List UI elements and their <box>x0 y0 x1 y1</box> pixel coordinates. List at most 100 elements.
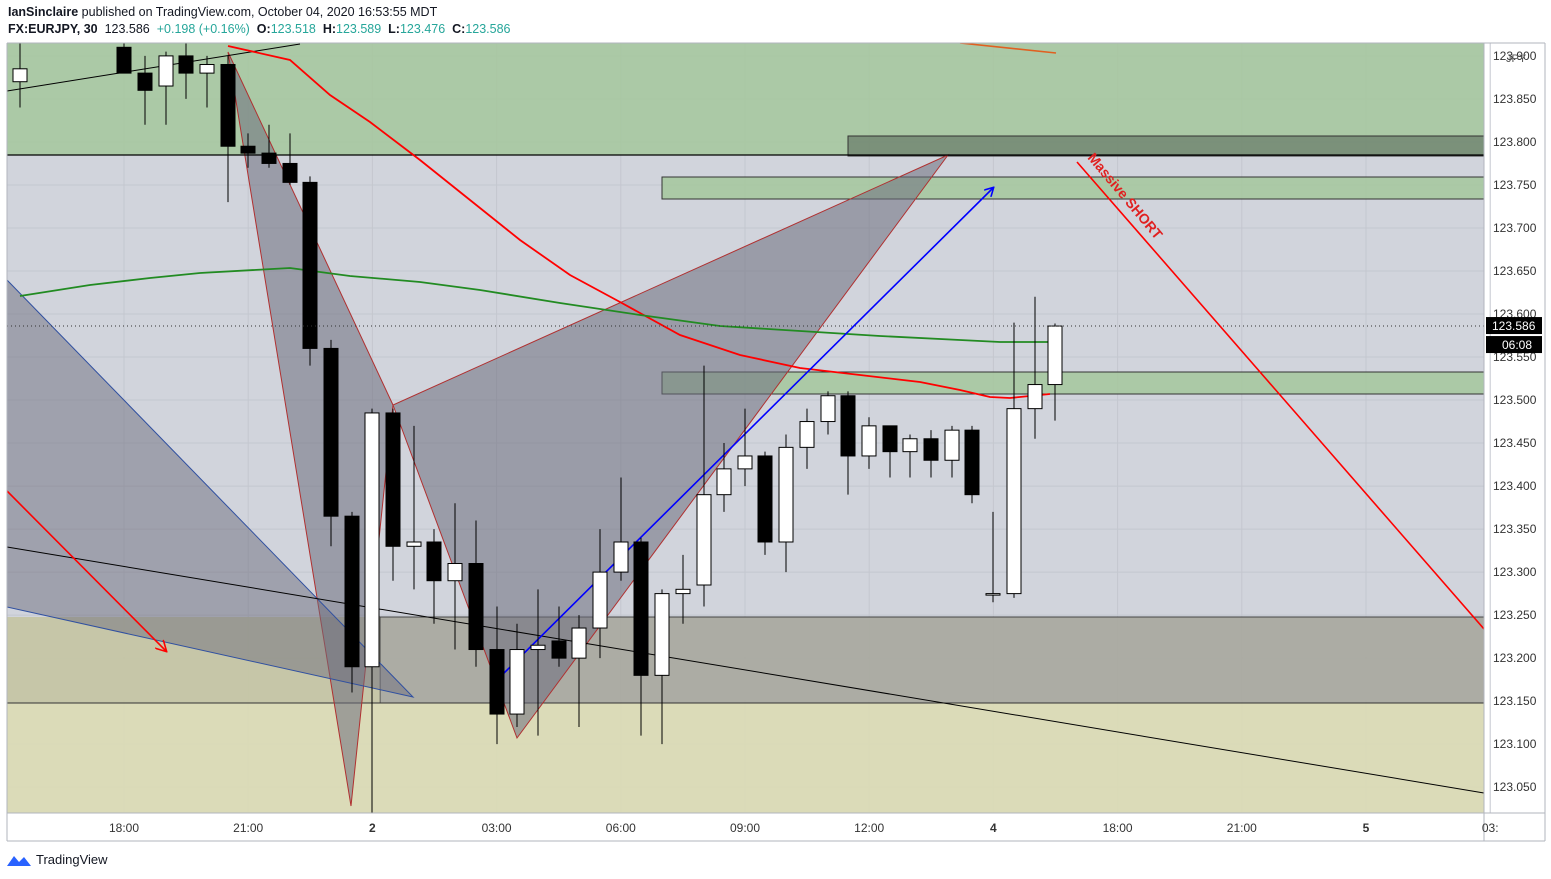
candle-body-bear <box>178 55 194 74</box>
candle <box>696 365 712 607</box>
symbol-legend: FX:EURJPY, 30 123.586 +0.198 (+0.16%) O:… <box>8 22 511 36</box>
low-value: 123.476 <box>399 22 446 36</box>
candle <box>426 529 442 624</box>
candle-body-bear <box>551 640 567 659</box>
candle-body-bull <box>861 425 877 457</box>
y-tick-label: 123.700 <box>1493 221 1537 235</box>
y-tick-label: 123.300 <box>1493 565 1537 579</box>
candle <box>178 43 194 99</box>
x-tick-label: 18:00 <box>1103 821 1133 835</box>
candle-body-bull <box>406 541 422 547</box>
candle <box>861 417 877 469</box>
candle-body-bear <box>468 563 484 651</box>
tradingview-logo[interactable]: TradingView <box>6 852 108 867</box>
candle-body-bear <box>261 152 277 164</box>
price-scale[interactable]: 123.900 123.850 123.800 123.750 123.700 123.6… <box>1493 49 1537 794</box>
candle <box>778 434 794 573</box>
y-tick-label: 123.450 <box>1493 436 1537 450</box>
red-arrow-left <box>7 490 166 651</box>
candle-body-bull <box>799 421 815 448</box>
candle-body-bull <box>944 429 960 461</box>
x-tick-label: 09:00 <box>730 821 760 835</box>
x-tick-label: 03: <box>1482 821 1499 835</box>
close-label: C: <box>452 22 466 36</box>
last-price-tag-text: 123.586 <box>1492 319 1536 333</box>
candle <box>1006 322 1022 598</box>
candle <box>923 430 939 478</box>
candle <box>551 606 567 667</box>
candle-body-bull <box>1027 384 1043 410</box>
candle <box>985 511 1001 603</box>
y-tick-label: 123.050 <box>1493 780 1537 794</box>
candle-body-bear <box>923 438 939 461</box>
resistance-box-1 <box>847 135 1484 157</box>
candle-body-bull <box>696 494 712 586</box>
candle-body-bull <box>447 563 463 582</box>
time-scale[interactable]: 18:00 21:00 2 03:00 06:00 09:00 12:00 4 18:00 21:… <box>109 821 1499 835</box>
candle <box>137 55 153 125</box>
y-tick-label: 123.800 <box>1493 135 1537 149</box>
candle-body-bull <box>199 64 215 74</box>
candle-body-bear <box>964 429 980 496</box>
publisher-line: IanSinclaire published on TradingView.co… <box>8 5 437 19</box>
candle <box>571 615 587 727</box>
candle-body-bear <box>323 347 339 517</box>
y-tick-label: 123.400 <box>1493 479 1537 493</box>
candle-body-bear <box>220 64 236 147</box>
candle <box>1027 296 1043 439</box>
x-tick-label: 21:00 <box>1227 821 1257 835</box>
y-tick-label: 123.100 <box>1493 737 1537 751</box>
orange-line <box>959 43 1057 54</box>
candle <box>199 55 215 108</box>
candle-body-bull <box>509 649 525 715</box>
candle-body-bull <box>902 438 918 453</box>
y-tick-label: 123.200 <box>1493 651 1537 665</box>
candle <box>158 51 174 125</box>
y-tick-label: 123.650 <box>1493 264 1537 278</box>
candle <box>840 391 856 495</box>
ma-red <box>227 45 1051 399</box>
candle <box>302 176 318 366</box>
x-tick-label: 18:00 <box>109 821 139 835</box>
candle-body-bear <box>489 649 505 715</box>
y-tick-label: 123.500 <box>1493 393 1537 407</box>
last-price-label: 123.586 <box>104 22 150 36</box>
y-tick-label: 123.850 <box>1493 92 1537 106</box>
open-label: O: <box>256 22 271 36</box>
author-name[interactable]: IanSinclaire <box>8 5 79 19</box>
tradingview-logo-icon <box>7 855 31 866</box>
candle <box>12 43 28 108</box>
candle <box>116 43 132 74</box>
candle-body-bear <box>633 541 649 676</box>
candle <box>633 537 649 736</box>
y-tick-label: 123.750 <box>1493 178 1537 192</box>
candle-body-bull <box>530 644 546 651</box>
candle <box>902 434 918 478</box>
candle-body-bull <box>675 588 691 595</box>
candle <box>592 529 608 659</box>
x-tick-label: 2 <box>369 821 376 835</box>
y-tick-label: 123.550 <box>1493 350 1537 364</box>
candle <box>344 511 360 693</box>
candle <box>282 133 298 185</box>
candle-body-bear <box>137 72 153 91</box>
candle-body-bull <box>1006 408 1022 595</box>
last-price-tag: 123.586 06:08 <box>1486 317 1542 354</box>
candle-body-bull <box>592 571 608 629</box>
candle <box>737 408 753 487</box>
candle-body-bull <box>778 446 794 543</box>
x-tick-label: 06:00 <box>606 821 636 835</box>
candle-body-bear <box>757 455 773 543</box>
open-value: 123.518 <box>270 22 316 36</box>
candle <box>944 425 960 478</box>
candle <box>385 408 401 581</box>
x-tick-label: 5 <box>1363 821 1370 835</box>
red-short-line <box>1076 161 1484 630</box>
candle-body-bear <box>385 412 401 547</box>
candle-body-bull <box>12 68 28 83</box>
symbol-label[interactable]: FX:EURJPY, 30 <box>8 22 98 36</box>
candle <box>757 451 773 555</box>
candle-body-bull <box>1047 325 1063 386</box>
tradingview-logo-text: TradingView <box>36 852 108 867</box>
